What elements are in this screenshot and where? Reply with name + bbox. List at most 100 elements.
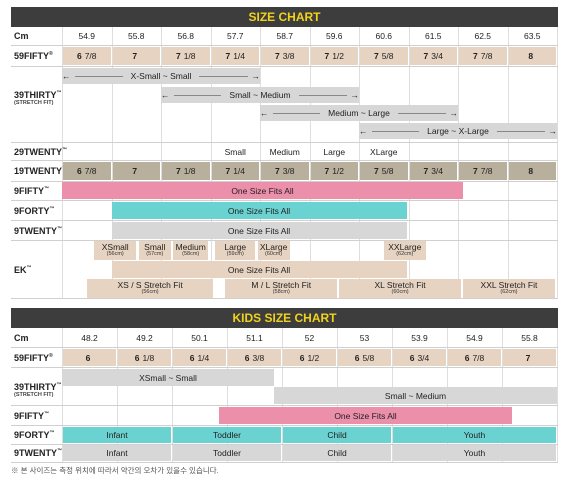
age-group-cell: Child xyxy=(283,445,391,461)
size-whole: 6 xyxy=(189,352,195,363)
ek-size-name: Medium xyxy=(175,242,206,253)
size-whole: 7 xyxy=(373,51,379,61)
size-fraction: 3/8 xyxy=(282,51,295,61)
cm-value: 58.7 xyxy=(276,31,294,41)
size-whole: 6 xyxy=(76,166,82,176)
size-fraction: 3/4 xyxy=(431,51,444,61)
ek-size-name: Small xyxy=(144,242,166,253)
size-whole: 7 xyxy=(423,51,429,61)
size-cell: 7 5/8 xyxy=(360,162,408,180)
kids-label-9twenty: 9TWENTY™ xyxy=(14,444,62,461)
row-divider xyxy=(11,142,558,143)
arrow-right-icon: → xyxy=(548,126,558,136)
label-9forty-mark: ™ xyxy=(49,205,55,212)
size-whole: 7 xyxy=(274,166,280,176)
size-cell: 6 7/8 xyxy=(448,349,501,366)
cm-value: 61.5 xyxy=(424,31,442,41)
ek-size-cm: (57cm) xyxy=(146,251,164,258)
size-cell: 7 3/8 xyxy=(261,47,309,65)
arrow-line xyxy=(74,75,123,77)
one-size-bar: One Size Fits All xyxy=(111,202,407,219)
ek-stretch-cell: XXL Stretch Fit (62cm) xyxy=(462,279,555,298)
kids-label-9twenty-mark: ™ xyxy=(57,447,63,454)
cm-value: 57.7 xyxy=(226,31,244,41)
size-cell: 6 5/8 xyxy=(338,349,391,366)
size-cell: 8 xyxy=(508,162,556,180)
size-cell: 7 3/8 xyxy=(261,162,309,180)
size-range-label: X-Small ~ Small xyxy=(130,71,192,81)
row-divider xyxy=(11,240,558,241)
label-39thirty-sub: (STRETCH FIT) xyxy=(14,100,54,106)
row-divider xyxy=(11,45,558,46)
size-name: XLarge xyxy=(370,146,398,157)
size-whole: 7 xyxy=(472,51,478,61)
arrow-right-icon: → xyxy=(251,71,261,81)
label-9forty: 9FORTY™ xyxy=(14,201,62,220)
ek-size-cm: (56cm) xyxy=(141,289,159,296)
size-whole: 7 xyxy=(274,51,280,61)
label-9forty-name: 9FORTY xyxy=(14,205,50,216)
arrow-right-icon: → xyxy=(449,108,459,118)
size-whole: 7 xyxy=(225,51,231,61)
size-cell: 6 7/8 xyxy=(63,47,111,65)
column-guide xyxy=(210,27,212,298)
size-range-bar: ← Medium ~ Large → xyxy=(260,105,458,121)
arrow-left-icon: ← xyxy=(161,90,170,100)
size-cell: 7 7/8 xyxy=(459,47,507,65)
size-fraction: 7/8 xyxy=(480,166,493,176)
ek-size-name: M / L Stretch Fit xyxy=(251,280,312,291)
cm-value: 48.2 xyxy=(81,332,98,343)
size-fraction: 1/8 xyxy=(183,166,196,176)
row-divider xyxy=(11,200,558,201)
kids-label-9twenty-text: 9TWENTY™ xyxy=(14,448,62,458)
column-guide xyxy=(408,27,410,298)
row-divider xyxy=(11,347,558,348)
one-size-bar: One Size Fits All xyxy=(219,407,512,424)
one-size-bar: One Size Fits All xyxy=(111,222,407,239)
ek-size-cell: Large (59cm) xyxy=(215,241,256,260)
ek-size-name: XXLarge xyxy=(388,242,422,253)
ek-size-cell: Small (57cm) xyxy=(138,241,171,260)
ek-stretch-cell: XS / S Stretch Fit (56cm) xyxy=(86,279,214,298)
arrow-left-icon: ← xyxy=(62,71,71,81)
ek-size-cm: (59cm) xyxy=(226,251,244,258)
label-9fifty: 9FIFTY™ xyxy=(14,181,62,200)
size-whole: 7 xyxy=(132,166,138,176)
size-whole: 6 xyxy=(76,51,82,61)
column-guide xyxy=(557,328,558,463)
cm-value: 63.5 xyxy=(523,31,541,41)
size-whole: 6 xyxy=(85,352,91,363)
label-29twenty: 29TWENTY™ xyxy=(14,143,67,160)
ek-size-cell: XSmall (56cm) xyxy=(94,241,137,260)
size-fraction: 1/2 xyxy=(332,51,345,61)
column-guide xyxy=(62,27,63,298)
cm-value: 53.9 xyxy=(411,332,428,343)
cm-value: 51.1 xyxy=(246,332,263,343)
arrow-left-icon: ← xyxy=(260,108,269,118)
age-group-cell: Infant xyxy=(63,445,171,461)
size-cell: 6 3/4 xyxy=(393,349,446,366)
ek-size-cm: (58cm) xyxy=(272,289,290,296)
size-cell: 7 xyxy=(112,47,160,65)
ek-size-cm: (60cm) xyxy=(265,251,283,258)
ek-size-cell: XLarge (60cm) xyxy=(257,241,290,260)
label-59fifty-text: 59FIFTY® xyxy=(14,51,53,61)
row-divider xyxy=(11,425,558,426)
age-group-cell: Youth xyxy=(393,427,556,443)
size-cell: 7 5/8 xyxy=(360,47,408,65)
size-cell: 7 1/8 xyxy=(162,162,210,180)
size-cell: 6 3/8 xyxy=(228,349,281,366)
kids-label-39thirty-sub: (STRETCH FIT) xyxy=(14,392,54,398)
label-19twenty-name: 19TWENTY xyxy=(14,166,63,176)
label-ek-name: EK xyxy=(14,265,27,275)
row-divider xyxy=(11,444,558,445)
size-fraction: 3/8 xyxy=(282,166,295,176)
label-39thirty-text: 39THIRTY™ xyxy=(14,90,62,100)
ek-stretch-cell: M / L Stretch Fit (58cm) xyxy=(225,279,338,298)
cm-label-name: Cm xyxy=(14,31,29,41)
ek-size-name: XS / S Stretch Fit xyxy=(117,280,183,291)
label-ek-mark: ™ xyxy=(26,265,32,271)
size-cell: 6 7/8 xyxy=(63,162,111,180)
size-range-bar: ← X-Small ~ Small → xyxy=(62,68,260,84)
size-whole: 7 xyxy=(175,166,181,176)
